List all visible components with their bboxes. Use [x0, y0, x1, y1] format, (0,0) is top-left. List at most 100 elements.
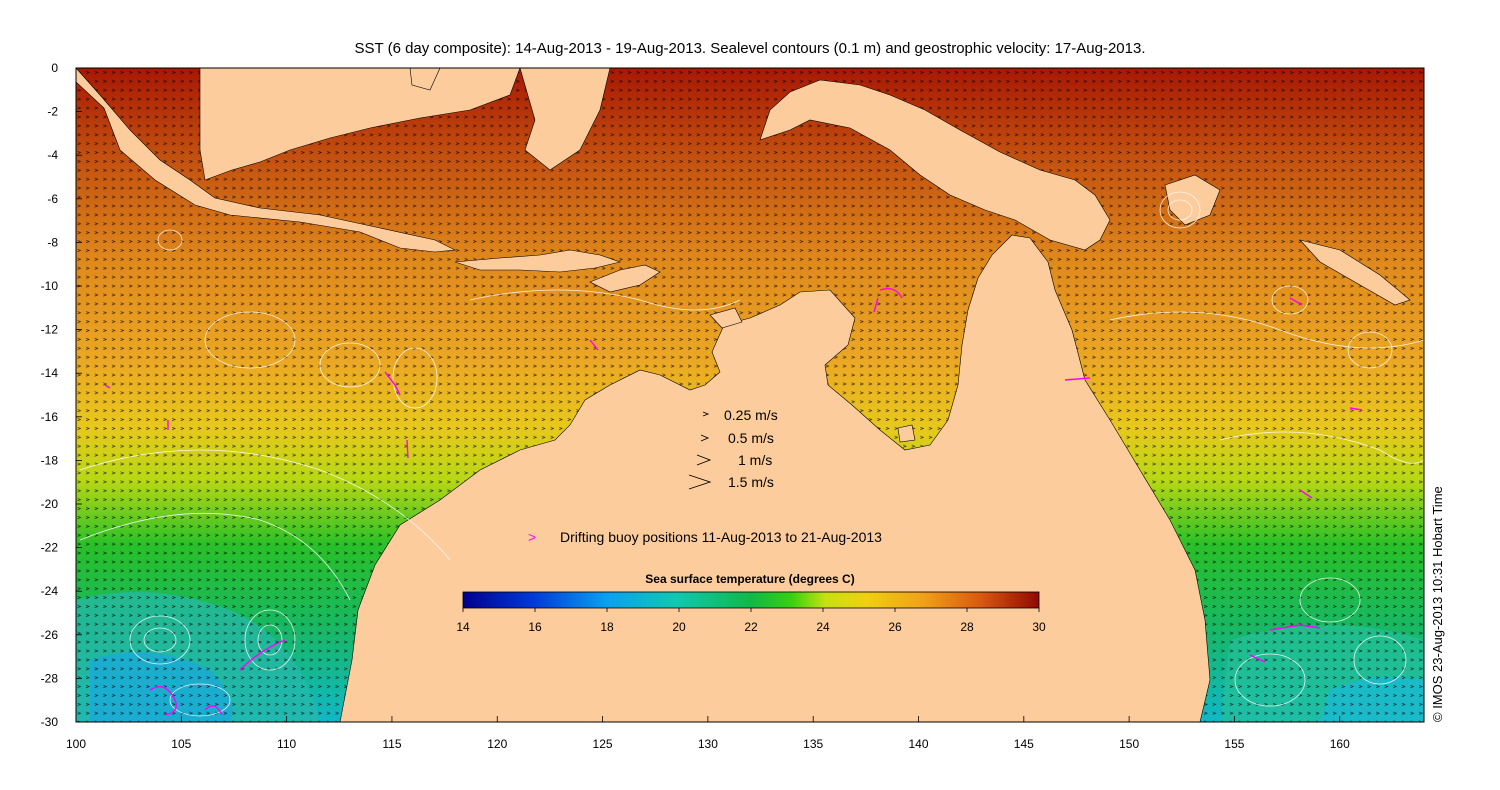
- velocity-legend: 0.25 m/s 0.5 m/s 1 m/s 1.5 m/s: [688, 407, 778, 490]
- x-tick-label: 125: [593, 737, 613, 751]
- x-tick-label: 160: [1330, 737, 1350, 751]
- colorbar-tick-label: 18: [600, 620, 614, 634]
- contour-ring: [1159, 191, 1201, 229]
- y-tick-label: -30: [41, 715, 59, 729]
- y-tick-label: -26: [41, 628, 59, 642]
- y-tick-label: -4: [47, 148, 58, 162]
- contour-ring: [157, 229, 183, 251]
- velocity-arrow-large-icon: [696, 454, 712, 466]
- x-tick-label: 155: [1224, 737, 1244, 751]
- buoy-legend: > Drifting buoy positions 11-Aug-2013 to…: [528, 529, 882, 545]
- y-tick-label: -18: [41, 453, 59, 467]
- y-tick-label: 0: [51, 61, 58, 75]
- contour-ring: [129, 615, 191, 665]
- contour-line: [79, 449, 451, 561]
- contour-ring: [1299, 577, 1361, 623]
- y-axis: 0 -2 -4 -6 -8 -10 -12 -14 -16 -18 -20 -22 -24 -26 -28 -…: [41, 61, 82, 729]
- y-tick-label: -14: [41, 366, 59, 380]
- colorbar-tick-label: 26: [888, 620, 902, 634]
- colorbar-tick-label: 16: [528, 620, 542, 634]
- buoy-track: [384, 371, 401, 396]
- land-philippines-north: [409, 68, 441, 91]
- x-tick-label: 110: [277, 737, 296, 751]
- buoy-track: [1269, 624, 1321, 631]
- buoy-track: [873, 287, 903, 313]
- y-tick-label: -12: [41, 323, 59, 337]
- y-tick-label: -6: [47, 192, 58, 206]
- map-title: SST (6 day composite): 14-Aug-2013 - 19-…: [355, 40, 1146, 57]
- contour-ring: [143, 627, 177, 653]
- land-lesser-sunda: [454, 249, 622, 273]
- velocity-scale-1: 0.5 m/s: [700, 430, 774, 446]
- colorbar-tick-label: 22: [744, 620, 758, 634]
- land-borneo: [199, 68, 521, 181]
- velocity-scale-0: 0.25 m/s: [702, 407, 778, 423]
- buoy-track: [1064, 377, 1091, 381]
- buoy-track: [1299, 489, 1313, 499]
- velocity-scale-label: 1 m/s: [738, 452, 772, 468]
- buoy-track: [149, 686, 177, 716]
- contour-ring: [1353, 635, 1407, 685]
- contour-ring: [244, 609, 296, 671]
- colorbar-tick-label: 24: [816, 620, 830, 634]
- contour-ring: [392, 347, 438, 409]
- y-tick-label: -22: [41, 541, 59, 555]
- colorbar-ticks: 14 16 18 20 22 24 26 28 30: [456, 608, 1046, 634]
- buoy-marker-icon: >: [528, 529, 536, 545]
- contour-line: [79, 512, 351, 601]
- velocity-scale-label: 0.25 m/s: [724, 407, 778, 423]
- colorbar-tick-label: 30: [1032, 620, 1046, 634]
- contour-line: [1109, 311, 1424, 349]
- y-tick-label: -20: [41, 497, 59, 511]
- velocity-arrow-small-icon: [702, 411, 710, 417]
- contour-ring: [1167, 199, 1193, 221]
- contour-ring: [319, 342, 381, 388]
- colorbar-tick-label: 20: [672, 620, 686, 634]
- buoy-track: [1249, 654, 1266, 663]
- contour-ring: [204, 311, 296, 369]
- velocity-arrow-medium-icon: [700, 434, 710, 442]
- x-tick-label: 115: [382, 737, 401, 751]
- buoy-track: [589, 339, 599, 351]
- velocity-scale-label: 0.5 m/s: [728, 430, 774, 446]
- imos-credit: © IMOS 23-Aug-2013 10:31 Hobart Time: [1430, 486, 1445, 722]
- buoy-track: [1349, 407, 1363, 411]
- velocity-scale-label: 1.5 m/s: [728, 474, 774, 490]
- y-tick-label: -2: [47, 105, 58, 119]
- buoy-track: [1289, 297, 1303, 306]
- colorbar-tick-label: 28: [960, 620, 974, 634]
- contour-ring: [1234, 653, 1306, 707]
- land-sumatra-java: [76, 68, 457, 253]
- buoy-track: [104, 384, 111, 389]
- y-tick-label: -8: [47, 235, 58, 249]
- colorbar-gradient: [462, 591, 1040, 609]
- colorbar: Sea surface temperature (degrees C) 14 16…: [456, 572, 1046, 634]
- x-axis: 100 105 110 115 120 125 130 135 140 145 150 155 160: [66, 716, 1350, 751]
- colorbar-label: Sea surface temperature (degrees C): [645, 572, 854, 586]
- y-tick-label: -28: [41, 671, 59, 685]
- land-melville-island: [709, 307, 743, 329]
- land-groote: [897, 424, 916, 443]
- y-tick-label: -16: [41, 410, 59, 424]
- land-solomon: [1299, 239, 1411, 306]
- buoy-legend-label: Drifting buoy positions 11-Aug-2013 to 2…: [560, 529, 882, 545]
- x-tick-label: 135: [803, 737, 823, 751]
- x-tick-label: 100: [66, 737, 86, 751]
- contour-line: [1219, 431, 1424, 464]
- drifting-buoy-tracks: [104, 287, 1363, 716]
- y-tick-label: -10: [41, 279, 59, 293]
- land-bismarck: [1164, 174, 1221, 226]
- plot-frame: [75, 67, 1425, 723]
- x-tick-label: 120: [487, 737, 507, 751]
- x-tick-label: 150: [1119, 737, 1139, 751]
- contour-ring: [1347, 331, 1393, 369]
- colorbar-tick-label: 14: [456, 620, 470, 634]
- x-tick-label: 140: [908, 737, 928, 751]
- sealevel-contours: [79, 191, 1424, 717]
- contour-ring: [257, 624, 283, 656]
- buoy-track: [239, 639, 286, 671]
- velocity-scale-3: 1.5 m/s: [688, 474, 774, 490]
- x-tick-label: 105: [171, 737, 191, 751]
- y-tick-label: -24: [41, 584, 59, 598]
